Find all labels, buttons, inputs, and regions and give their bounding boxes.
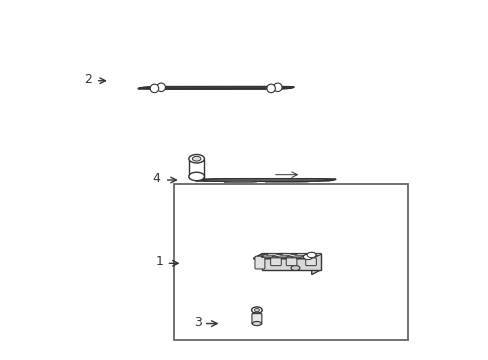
Ellipse shape (188, 154, 204, 163)
FancyBboxPatch shape (188, 159, 204, 178)
Polygon shape (257, 254, 316, 258)
Ellipse shape (303, 254, 312, 260)
Ellipse shape (252, 312, 261, 316)
Polygon shape (261, 256, 273, 258)
Text: 4: 4 (152, 172, 160, 185)
Ellipse shape (252, 321, 261, 326)
Ellipse shape (290, 265, 299, 270)
Polygon shape (253, 254, 320, 258)
Polygon shape (294, 254, 307, 255)
Polygon shape (304, 256, 317, 258)
Polygon shape (275, 256, 288, 258)
Polygon shape (280, 254, 293, 255)
Bar (173, 184, 407, 339)
Ellipse shape (254, 309, 259, 312)
Polygon shape (311, 254, 320, 275)
FancyBboxPatch shape (305, 258, 316, 266)
Text: 3: 3 (194, 316, 202, 329)
Circle shape (150, 84, 159, 93)
Circle shape (157, 83, 165, 91)
Polygon shape (262, 254, 320, 270)
FancyBboxPatch shape (270, 258, 281, 266)
Ellipse shape (306, 252, 315, 258)
Polygon shape (195, 179, 335, 181)
Polygon shape (290, 256, 303, 258)
Ellipse shape (306, 252, 315, 258)
Ellipse shape (251, 307, 262, 313)
Ellipse shape (192, 156, 201, 161)
FancyBboxPatch shape (285, 258, 296, 266)
Circle shape (273, 83, 282, 91)
Text: 2: 2 (84, 73, 92, 86)
Polygon shape (265, 254, 278, 255)
FancyBboxPatch shape (251, 314, 262, 324)
FancyBboxPatch shape (254, 256, 264, 269)
Polygon shape (224, 181, 257, 182)
Polygon shape (264, 181, 308, 182)
Circle shape (266, 84, 275, 93)
Text: 1: 1 (155, 255, 163, 268)
Ellipse shape (303, 254, 312, 260)
Polygon shape (308, 254, 321, 255)
Ellipse shape (188, 172, 204, 181)
Polygon shape (138, 87, 293, 89)
